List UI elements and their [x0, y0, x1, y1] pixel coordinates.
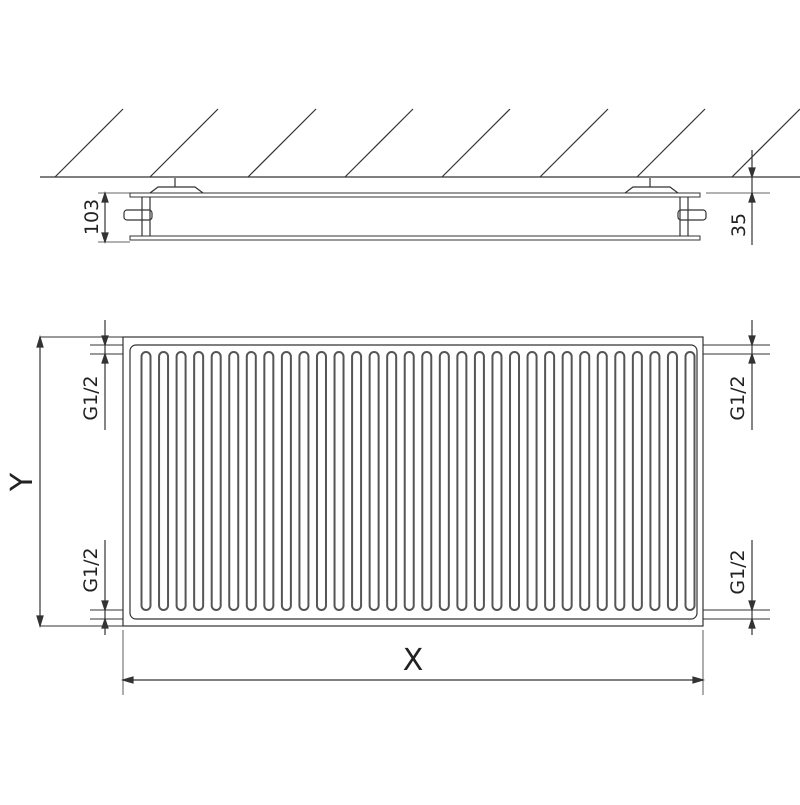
- fin: [263, 351, 275, 611]
- hatch-line: [344, 108, 414, 178]
- fin: [561, 351, 573, 611]
- radiator-top-view: [123, 178, 707, 241]
- conn-top-right-label: G1/2: [727, 375, 749, 420]
- depth-dimension: 103: [81, 191, 130, 244]
- fin: [684, 351, 696, 611]
- wall-hatching: [54, 108, 800, 178]
- fin: [351, 351, 363, 611]
- depth-label: 103: [81, 199, 103, 235]
- fin: [158, 351, 170, 611]
- fin: [421, 351, 433, 611]
- hatch-line: [636, 108, 706, 178]
- fin: [333, 351, 345, 611]
- conn-bottom-right-label: G1/2: [727, 549, 749, 594]
- width-dimension: X: [120, 630, 706, 695]
- fin: [666, 351, 678, 611]
- fin: [193, 351, 205, 611]
- fin: [526, 351, 538, 611]
- right-connection: [677, 209, 707, 221]
- fin: [579, 351, 591, 611]
- hatch-line: [247, 108, 317, 178]
- fin: [509, 351, 521, 611]
- fin: [614, 351, 626, 611]
- fin: [473, 351, 485, 611]
- fin: [298, 351, 310, 611]
- fin: [175, 351, 187, 611]
- wall-distance-label: 35: [728, 213, 750, 237]
- fin: [245, 351, 257, 611]
- fin: [491, 351, 503, 611]
- right-bracket: [624, 178, 679, 194]
- fin: [386, 351, 398, 611]
- width-label: X: [403, 643, 424, 678]
- connection-dimensions: G1/2 G1/2 G1/2 G1/2: [80, 320, 756, 635]
- fin: [544, 351, 556, 611]
- hatch-line: [731, 108, 800, 178]
- fin: [456, 351, 468, 611]
- fin: [596, 351, 608, 611]
- hatch-line: [539, 108, 609, 178]
- height-label: Y: [5, 472, 40, 492]
- fin: [403, 351, 415, 611]
- hatch-line: [54, 108, 124, 178]
- fin: [315, 351, 327, 611]
- hatch-line: [441, 108, 511, 178]
- fin: [140, 351, 152, 611]
- hatch-line: [149, 108, 219, 178]
- fin: [228, 351, 240, 611]
- fin: [631, 351, 643, 611]
- conn-bottom-left-label: G1/2: [80, 547, 102, 592]
- fin: [368, 351, 380, 611]
- fin: [649, 351, 661, 611]
- radiator-fins: [140, 351, 696, 611]
- fin: [280, 351, 292, 611]
- height-dimension: Y: [5, 334, 44, 629]
- fin: [210, 351, 222, 611]
- fin: [438, 351, 450, 611]
- conn-top-left-label: G1/2: [80, 375, 102, 420]
- wall-distance-dimension: 35: [706, 150, 770, 245]
- left-connection: [123, 209, 153, 221]
- left-bracket: [149, 178, 204, 194]
- radiator-front-view: [40, 336, 770, 627]
